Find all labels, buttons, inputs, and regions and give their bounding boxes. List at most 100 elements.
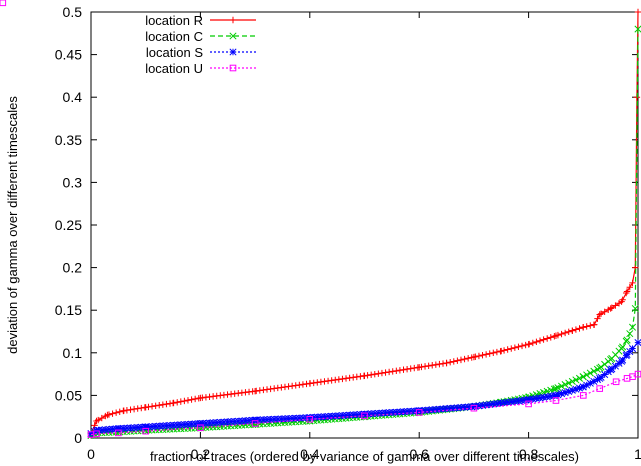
plus-marker bbox=[475, 352, 483, 360]
star-marker bbox=[457, 403, 465, 412]
plus-marker bbox=[572, 326, 580, 333]
plus-marker bbox=[278, 384, 285, 391]
star-marker bbox=[142, 423, 150, 431]
plus-marker bbox=[382, 369, 389, 376]
square-marker bbox=[0, 0, 7, 7]
cross-marker bbox=[552, 385, 560, 393]
star-marker bbox=[415, 407, 423, 415]
plus-marker bbox=[629, 279, 636, 287]
star-marker bbox=[234, 417, 242, 425]
star-marker bbox=[331, 412, 339, 420]
plus-marker bbox=[127, 406, 134, 413]
star-marker bbox=[213, 418, 221, 427]
star-marker bbox=[572, 385, 580, 393]
star-marker bbox=[565, 387, 573, 395]
plus-marker bbox=[425, 362, 432, 370]
star-marker bbox=[256, 416, 264, 424]
cross-marker bbox=[572, 376, 580, 384]
star-marker bbox=[618, 357, 626, 365]
star-marker bbox=[274, 415, 282, 423]
square-marker bbox=[251, 420, 259, 427]
square-marker bbox=[552, 397, 560, 404]
plus-marker bbox=[536, 337, 544, 344]
plus-marker bbox=[446, 359, 454, 366]
plus-marker bbox=[626, 283, 633, 291]
cross-marker bbox=[565, 379, 573, 387]
cross-marker bbox=[568, 377, 576, 385]
star-marker bbox=[231, 417, 239, 425]
star-marker bbox=[170, 421, 178, 429]
star-marker bbox=[105, 425, 113, 433]
plus-marker bbox=[134, 405, 141, 412]
star-marker bbox=[443, 405, 451, 413]
star-marker bbox=[611, 362, 619, 370]
star-marker bbox=[579, 383, 587, 391]
plus-marker bbox=[601, 308, 608, 315]
star-marker bbox=[470, 402, 478, 411]
star-marker bbox=[586, 379, 594, 387]
plus-marker bbox=[197, 394, 204, 402]
star-marker bbox=[288, 414, 296, 422]
star-marker bbox=[583, 381, 591, 389]
plus-marker bbox=[479, 351, 486, 359]
square-marker bbox=[525, 400, 532, 408]
star-marker bbox=[259, 416, 267, 424]
plus-marker bbox=[371, 371, 378, 378]
star-marker bbox=[561, 388, 569, 397]
x-axis-title: fraction of traces (ordered by variance … bbox=[150, 449, 579, 464]
plus-marker bbox=[583, 323, 590, 330]
cross-marker bbox=[631, 304, 639, 313]
plus-marker bbox=[421, 363, 429, 370]
star-marker bbox=[540, 393, 548, 401]
star-marker bbox=[87, 430, 95, 438]
star-marker bbox=[263, 415, 271, 424]
square-marker bbox=[580, 392, 587, 399]
star-marker bbox=[162, 422, 170, 430]
plus-marker bbox=[350, 374, 357, 381]
square-marker bbox=[93, 430, 100, 438]
series-layer bbox=[0, 0, 641, 439]
star-marker bbox=[496, 399, 505, 407]
star-marker bbox=[628, 344, 637, 353]
cross-marker bbox=[590, 367, 598, 375]
star-marker bbox=[152, 422, 160, 430]
star-marker bbox=[360, 410, 369, 418]
plus-marker bbox=[432, 361, 440, 368]
plus-marker bbox=[229, 16, 237, 24]
star-marker bbox=[306, 413, 314, 422]
plus-marker bbox=[299, 381, 307, 388]
star-marker bbox=[356, 410, 364, 418]
legend-label: location R bbox=[145, 13, 203, 28]
plus-marker bbox=[314, 379, 321, 386]
plus-marker bbox=[576, 325, 583, 332]
star-marker bbox=[482, 401, 490, 409]
series-location-u bbox=[0, 0, 641, 438]
star-marker bbox=[317, 413, 325, 421]
plus-marker bbox=[174, 399, 181, 406]
star-marker bbox=[223, 418, 232, 426]
legend-label: location C bbox=[145, 29, 203, 44]
star-marker bbox=[478, 401, 487, 409]
star-marker bbox=[529, 395, 537, 403]
star-marker bbox=[568, 386, 576, 394]
star-marker bbox=[277, 415, 285, 423]
plus-marker bbox=[306, 380, 313, 387]
square-marker bbox=[415, 409, 423, 416]
plus-marker bbox=[191, 395, 199, 403]
y-tick-label: 0.15 bbox=[55, 302, 82, 318]
star-marker bbox=[453, 404, 461, 412]
cross-marker bbox=[628, 323, 637, 331]
plus-marker bbox=[342, 375, 350, 382]
star-marker bbox=[270, 415, 278, 423]
plus-marker bbox=[443, 359, 450, 367]
star-marker bbox=[557, 390, 566, 398]
star-marker bbox=[500, 399, 508, 407]
cross-marker bbox=[623, 336, 631, 344]
y-tick-label: 0.05 bbox=[55, 387, 82, 403]
plus-marker bbox=[416, 364, 423, 371]
star-marker bbox=[385, 409, 393, 417]
y-tick-label: 0.5 bbox=[63, 4, 83, 20]
star-marker bbox=[532, 394, 540, 402]
plus-marker bbox=[596, 311, 603, 318]
